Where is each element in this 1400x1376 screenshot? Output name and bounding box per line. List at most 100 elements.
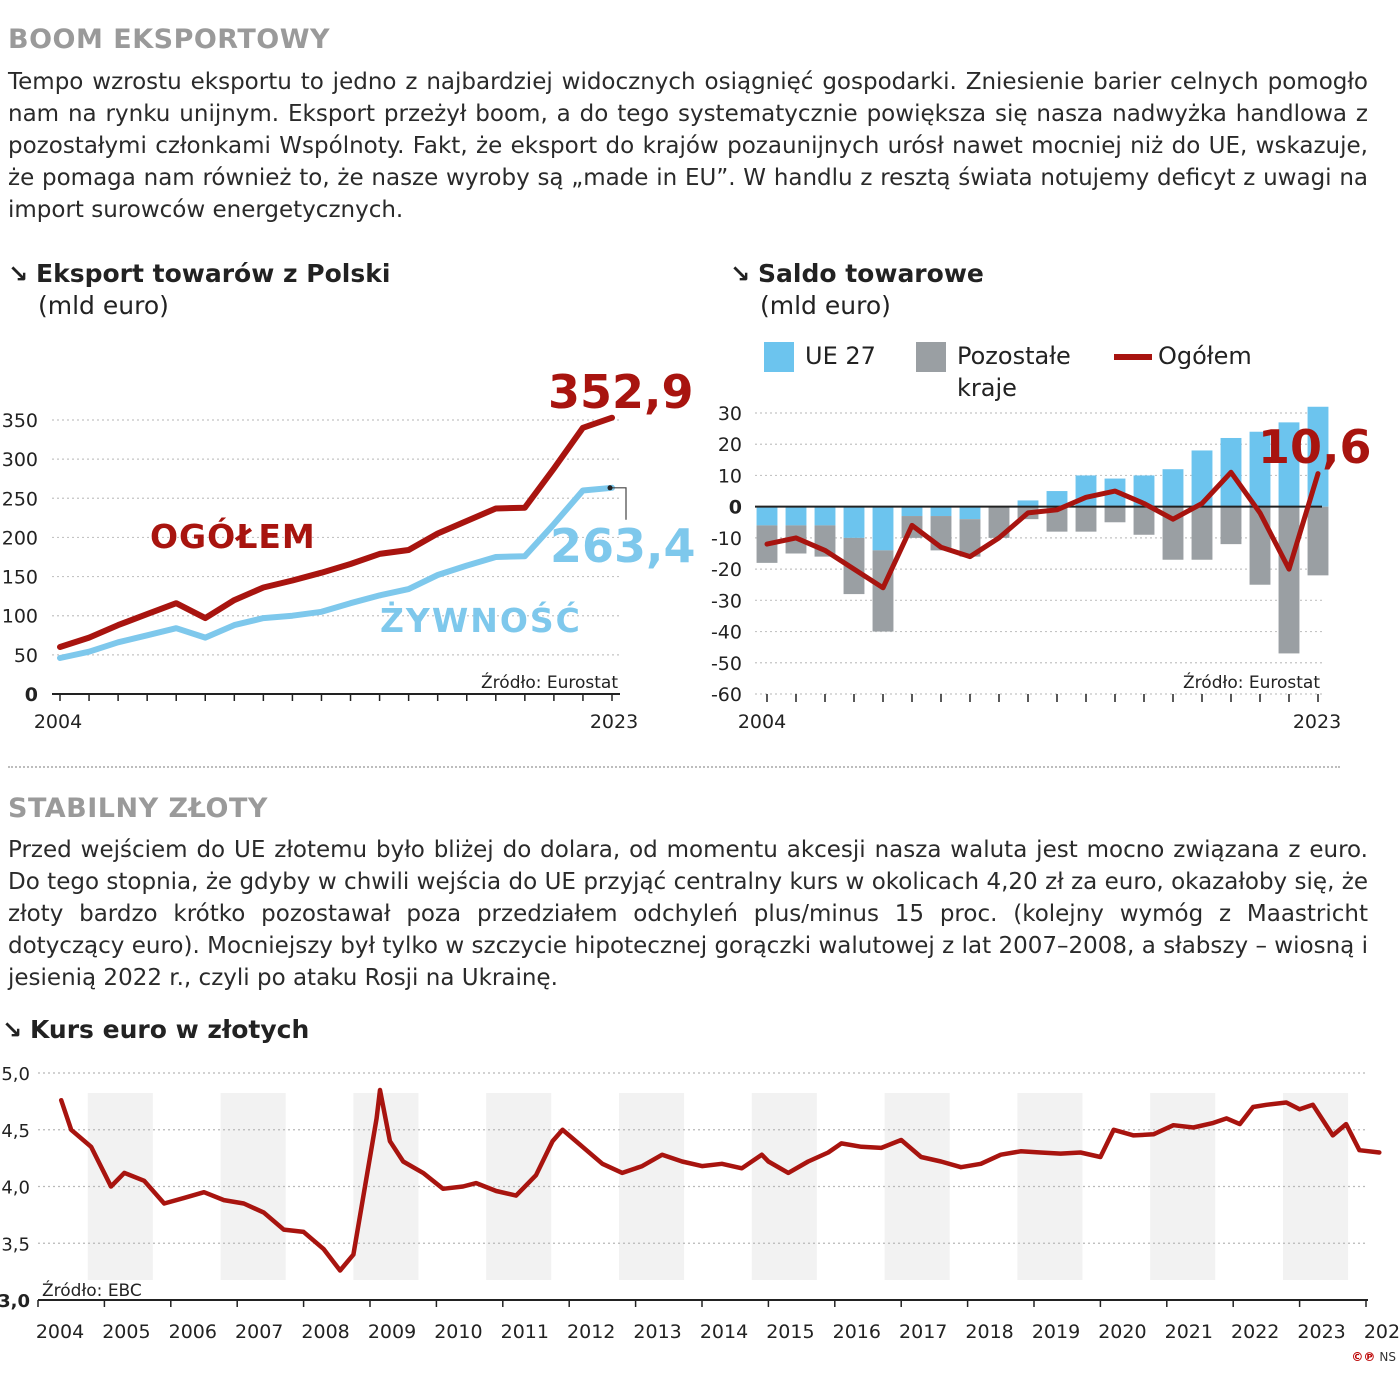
bar-ue27 <box>1191 450 1213 507</box>
y-tick-label: 50 <box>14 645 38 667</box>
legend-label-ue27: UE 27 <box>805 342 876 370</box>
x-tick-label: 2017 <box>899 1321 947 1343</box>
bar-ue27 <box>1046 491 1068 507</box>
x-tick-label: 2006 <box>169 1321 217 1343</box>
series-line-zywnosc <box>57 484 615 661</box>
x-tick-label: 2020 <box>1098 1321 1146 1343</box>
series-label-ogolem: OGÓŁEM <box>150 516 316 556</box>
arrow-down-right-icon: ↘ <box>8 260 29 288</box>
bar-pozostale <box>872 550 894 632</box>
copyright-icon: ©℗ <box>1351 1350 1376 1364</box>
series-label-zywnosc: ŻYWNOŚĆ <box>380 600 582 640</box>
legend-label-ogolem: Ogółem <box>1158 342 1252 370</box>
bar-pozostale <box>1046 506 1068 532</box>
bar-pozostale <box>1133 506 1155 535</box>
y-tick-label: 200 <box>2 527 38 549</box>
y-tick-label: 100 <box>2 606 38 628</box>
x-tick-label: 2022 <box>1231 1321 1279 1343</box>
label-leader <box>610 487 627 520</box>
y-tick-label: -50 <box>711 653 742 675</box>
arrow-down-right-icon: ↘ <box>730 260 751 288</box>
kurs-title: Kurs euro w złotych <box>30 1015 310 1044</box>
end-label-ogolem: 352,9 <box>548 365 694 419</box>
x-tick-label: 2024 <box>1364 1321 1400 1343</box>
section-divider <box>8 766 1340 768</box>
x-tick-label: 2013 <box>633 1321 681 1343</box>
y-tick-label: 4,0 <box>1 1178 30 1199</box>
credits: ©℗ NS <box>1351 1350 1396 1364</box>
series-line-eurpln <box>58 1087 1382 1273</box>
y-tick-label: 350 <box>2 410 38 432</box>
bar-pozostale <box>1191 506 1213 560</box>
chart-saldo: -60 -50 -40 -30 -20 -10 0 10 20 30 UE 27 Pozostałe k… <box>711 342 1372 733</box>
x-tick-label: 2011 <box>501 1321 549 1343</box>
bar-ue27 <box>959 506 981 520</box>
y-tick-label: -20 <box>711 559 742 581</box>
y-tick-label: 5,0 <box>1 1064 30 1085</box>
series-line-ogolem <box>764 469 1321 591</box>
legend-swatch-pozostale <box>916 342 946 372</box>
y-tick-label: 3,5 <box>1 1234 30 1255</box>
bar-ue27 <box>756 506 778 526</box>
y-tick-label: -30 <box>711 590 742 612</box>
x-label-end: 2023 <box>590 711 638 733</box>
y-tick-label: 0 <box>729 497 742 519</box>
x-tick-label: 2018 <box>965 1321 1013 1343</box>
bar-ue27 <box>814 506 836 526</box>
section-intro-boom: Tempo wzrostu eksportu to jedno z najbar… <box>8 69 1368 223</box>
end-label-saldo: 10,6 <box>1258 420 1372 474</box>
bar-pozostale <box>1162 506 1184 560</box>
author-initials: NS <box>1379 1350 1396 1364</box>
bar-ue27 <box>901 506 923 517</box>
y-tick-label: -40 <box>711 622 742 644</box>
source-label: Źródło: Eurostat <box>481 671 618 693</box>
chart-title-saldo: ↘ Saldo towarowe (mld euro) <box>730 258 984 322</box>
eksport-title: Eksport towarów z Polski <box>36 259 391 288</box>
x-label-end: 2023 <box>1293 711 1341 733</box>
bar-pozostale <box>959 519 981 557</box>
x-tick-label: 2008 <box>301 1321 349 1343</box>
x-tick-label: 2009 <box>368 1321 416 1343</box>
bar-ue27 <box>1017 500 1039 507</box>
x-tick-label: 2012 <box>567 1321 615 1343</box>
bar-ue27 <box>1249 431 1271 507</box>
y-tick-label: 3,0 <box>0 1291 30 1312</box>
y-tick-label: 250 <box>2 488 38 510</box>
bar-ue27 <box>930 506 952 517</box>
y-tick-label: 300 <box>2 449 38 471</box>
bar-ue27 <box>785 506 807 526</box>
section-title-zloty: STABILNY ZŁOTY <box>8 793 268 824</box>
y-tick-label: 20 <box>718 434 742 456</box>
series-line-ogolem <box>57 414 615 650</box>
x-tick-label: 2007 <box>235 1321 283 1343</box>
y-tick-label: 30 <box>718 403 742 425</box>
saldo-title: Saldo towarowe <box>758 259 984 288</box>
y-tick-label: 4,5 <box>1 1121 30 1142</box>
x-tick-label: 2021 <box>1165 1321 1213 1343</box>
section-title-boom: BOOM EKSPORTOWY <box>8 24 331 55</box>
x-tick-label: 2023 <box>1297 1321 1345 1343</box>
y-tick-label: 10 <box>718 465 742 487</box>
bar-pozostale <box>1278 506 1300 654</box>
bar-ue27 <box>1307 406 1329 507</box>
bar-ue27 <box>872 506 894 551</box>
bar-pozostale <box>843 537 865 595</box>
x-tick-label: 2019 <box>1032 1321 1080 1343</box>
bar-pozostale <box>988 506 1010 538</box>
x-tick-label: 2010 <box>434 1321 482 1343</box>
chart-title-eksport: ↘ Eksport towarów z Polski (mld euro) <box>8 258 390 322</box>
y-tick-label: -60 <box>711 684 742 706</box>
x-label-start: 2004 <box>738 711 786 733</box>
y-tick-label: 0 <box>25 684 38 706</box>
x-tick-label: 2016 <box>833 1321 881 1343</box>
bar-ue27 <box>1162 469 1184 507</box>
bar-pozostale <box>1104 506 1126 523</box>
chart-eksport: 0 50 100 150 200 250 300 350 2004 2023 Źródło: Eur… <box>2 365 696 733</box>
label-leader-dot <box>607 485 613 491</box>
bar-pozostale <box>1307 506 1329 576</box>
legend-swatch-ue27 <box>764 342 794 372</box>
x-tick-label: 2014 <box>700 1321 748 1343</box>
y-tick-label: 150 <box>2 567 38 589</box>
eksport-subtitle: (mld euro) <box>38 291 169 320</box>
chart-kurs: 3,0 3,5 4,0 4,5 5,0 2004 2005 2006 2007 2008 2009 2… <box>0 1064 1400 1343</box>
